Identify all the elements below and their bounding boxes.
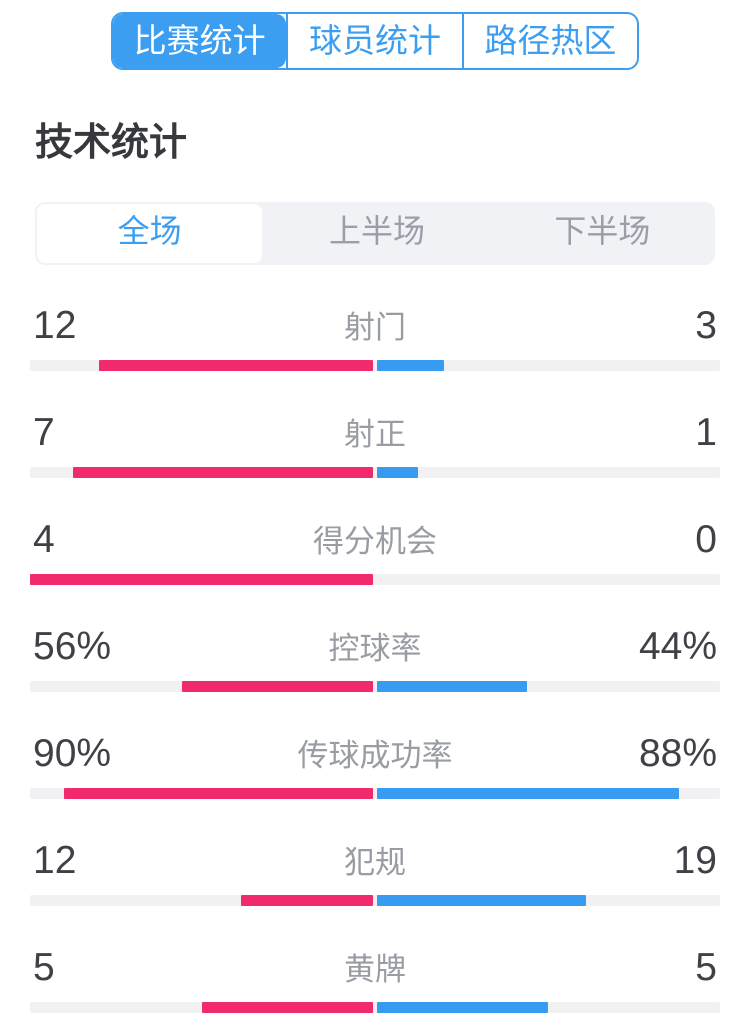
- stat-bar-left: [241, 895, 373, 906]
- tab-path-heatmap[interactable]: 路径热区: [461, 14, 637, 68]
- tab-player-stats[interactable]: 球员统计: [286, 14, 461, 68]
- stat-right-value: 0: [695, 518, 717, 561]
- stat-bar-right: [377, 1002, 548, 1013]
- tab-match-stats[interactable]: 比赛统计: [113, 14, 287, 68]
- stat-right-value: 44%: [638, 625, 717, 668]
- stats-list: 12 射门 3 7 射正 1 4 得分机会 0: [0, 292, 750, 1035]
- stat-values: 5 黄牌 5: [0, 944, 750, 992]
- stat-left-value: 90%: [33, 732, 112, 775]
- stat-bar-right: [377, 467, 418, 478]
- stat-bar-right: [377, 360, 444, 371]
- stat-row: 4 得分机会 0: [0, 506, 750, 613]
- stat-row: 5 黄牌 5: [0, 934, 750, 1035]
- stat-row: 56% 控球率 44%: [0, 613, 750, 720]
- stat-label: 传球成功率: [297, 738, 453, 773]
- stat-bar-right: [377, 788, 679, 799]
- stat-label: 控球率: [328, 631, 422, 666]
- stat-row: 7 射正 1: [0, 399, 750, 506]
- stat-values: 7 射正 1: [0, 409, 750, 457]
- stat-bar-left: [99, 360, 373, 371]
- stat-left-value: 12: [33, 304, 77, 347]
- stat-bar-track: [30, 360, 720, 371]
- stat-bar-right: [377, 681, 527, 692]
- page-title: 技术统计: [35, 122, 188, 164]
- stat-bar-track: [30, 788, 720, 799]
- stat-row: 12 射门 3: [0, 292, 750, 399]
- stat-values: 12 犯规 19: [0, 837, 750, 885]
- stat-bar-left: [202, 1002, 373, 1013]
- stat-bar-track: [30, 1002, 720, 1013]
- stat-bar-right: [377, 895, 586, 906]
- period-tab-first-half[interactable]: 上半场: [328, 213, 425, 249]
- stat-bar-track: [30, 467, 720, 478]
- stat-right-value: 5: [695, 946, 717, 989]
- stat-left-value: 56%: [33, 625, 112, 668]
- stat-left-value: 12: [33, 839, 77, 882]
- top-tab-bar: 比赛统计 球员统计 路径热区: [111, 12, 639, 70]
- stat-bar-left: [182, 681, 373, 692]
- stat-label: 得分机会: [313, 524, 437, 559]
- period-tab-second-half[interactable]: 下半场: [554, 213, 651, 249]
- stat-bar-track: [30, 574, 720, 585]
- stat-right-value: 3: [695, 304, 717, 347]
- period-tab-full[interactable]: 全场: [37, 204, 263, 263]
- stat-label: 射正: [344, 417, 406, 452]
- match-stats-page: 比赛统计 球员统计 路径热区 技术统计 全场 上半场 下半场 12 射门 3 7…: [0, 12, 750, 1035]
- stat-bar-track: [30, 895, 720, 906]
- stat-left-value: 7: [33, 411, 55, 454]
- period-tab-bar: 全场 上半场 下半场: [35, 202, 715, 265]
- stat-values: 4 得分机会 0: [0, 516, 750, 564]
- stat-bar-left: [73, 467, 373, 478]
- stat-values: 90% 传球成功率 88%: [0, 730, 750, 778]
- stat-bar-track: [30, 681, 720, 692]
- stat-label: 黄牌: [344, 952, 406, 987]
- stat-left-value: 5: [33, 946, 55, 989]
- stat-values: 56% 控球率 44%: [0, 623, 750, 671]
- stat-label: 射门: [344, 310, 406, 345]
- stat-right-value: 1: [695, 411, 717, 454]
- stat-right-value: 88%: [638, 732, 717, 775]
- stat-label: 犯规: [344, 845, 406, 880]
- stat-row: 90% 传球成功率 88%: [0, 720, 750, 827]
- stat-left-value: 4: [33, 518, 55, 561]
- stat-bar-left: [30, 574, 373, 585]
- stat-values: 12 射门 3: [0, 302, 750, 350]
- stat-bar-left: [64, 788, 373, 799]
- stat-row: 12 犯规 19: [0, 827, 750, 934]
- stat-right-value: 19: [673, 839, 717, 882]
